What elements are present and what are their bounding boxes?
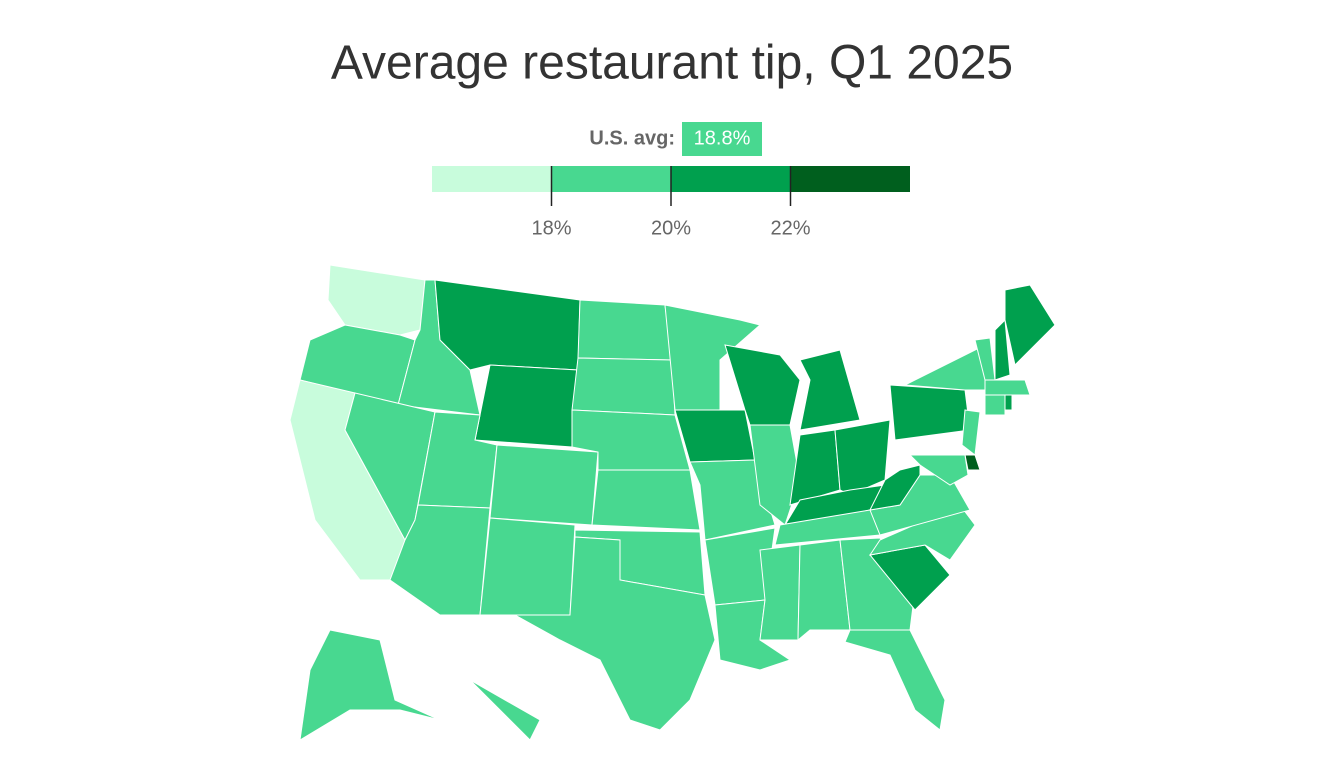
state bbox=[1004, 394, 1013, 411]
legend-tick-label: 20% bbox=[651, 217, 691, 239]
state bbox=[299, 629, 441, 741]
state bbox=[961, 409, 981, 456]
state bbox=[799, 349, 861, 431]
average-badge bbox=[682, 122, 762, 156]
average-value: 18.8% bbox=[694, 127, 751, 149]
chart-title: Average restaurant tip, Q1 2025 bbox=[331, 37, 1013, 90]
state bbox=[869, 464, 921, 511]
state bbox=[591, 469, 701, 531]
state bbox=[903, 344, 991, 391]
state bbox=[434, 279, 581, 371]
state bbox=[577, 299, 673, 361]
legend-tick-label: 18% bbox=[531, 217, 571, 239]
state bbox=[844, 629, 946, 731]
legend-swatch bbox=[790, 166, 910, 192]
state bbox=[389, 504, 491, 616]
state bbox=[834, 419, 891, 496]
state bbox=[1004, 284, 1056, 366]
state bbox=[759, 544, 801, 641]
legend-swatch bbox=[432, 166, 552, 192]
legend-tick-label: 22% bbox=[770, 217, 810, 239]
state bbox=[674, 409, 756, 463]
map bbox=[289, 264, 1056, 741]
state bbox=[984, 379, 1031, 396]
average-label: U.S. avg: bbox=[589, 127, 675, 149]
state bbox=[474, 364, 579, 448]
state bbox=[513, 536, 716, 731]
state bbox=[889, 384, 971, 441]
state bbox=[797, 539, 851, 642]
state bbox=[327, 264, 426, 336]
state bbox=[571, 357, 676, 416]
state bbox=[839, 537, 916, 631]
legend-swatch bbox=[551, 166, 671, 192]
state bbox=[984, 394, 1006, 416]
state bbox=[908, 454, 969, 486]
state bbox=[489, 444, 599, 526]
state bbox=[994, 318, 1011, 381]
state bbox=[689, 459, 776, 541]
legend-swatch bbox=[671, 166, 791, 192]
state bbox=[469, 679, 541, 741]
state bbox=[479, 517, 576, 616]
